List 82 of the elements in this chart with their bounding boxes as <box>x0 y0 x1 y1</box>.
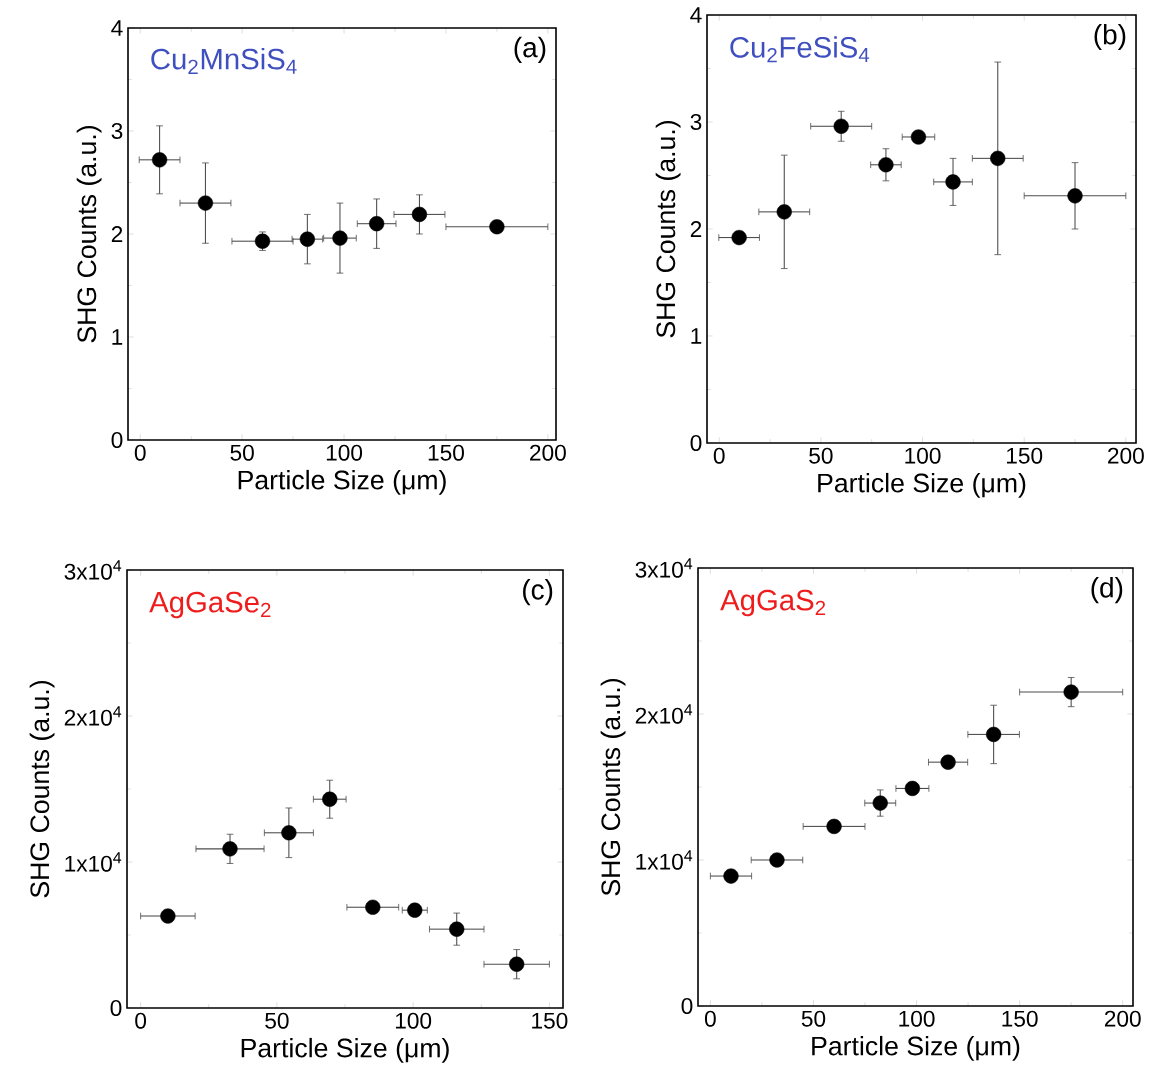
x-tick-label: 50 <box>801 1010 826 1027</box>
annotation: (d) <box>1091 577 1123 604</box>
y-tick-label: 2 <box>690 221 702 237</box>
point <box>940 754 956 770</box>
point <box>365 899 381 915</box>
point <box>509 956 525 972</box>
x-tick-label: 0 <box>713 447 725 464</box>
annotation: Cu$_{2}$FeSiS$_{4}$ <box>730 36 870 63</box>
annotation: (b) <box>1094 23 1126 51</box>
y-tick-label: 1x10$^{4}$ <box>636 850 693 870</box>
point <box>826 818 842 835</box>
annotation: Cu$_{2}$MnSiS$_{4}$ <box>151 47 297 74</box>
point <box>1067 188 1083 204</box>
y-axis-title: SHG Counts (a.u.) <box>76 125 102 343</box>
point <box>151 152 168 168</box>
x-axis-title: Particle Size (μm) <box>238 469 446 495</box>
y-tick-label: 4 <box>111 20 123 36</box>
point <box>281 825 297 841</box>
y-tick-label: 1 <box>112 329 123 345</box>
x-tick-label: 100 <box>395 1012 432 1029</box>
point <box>910 129 927 145</box>
x-tick-label: 100 <box>326 444 363 461</box>
point <box>299 231 315 247</box>
x-tick-label: 50 <box>230 444 254 461</box>
x-tick-label: 150 <box>532 1012 568 1029</box>
x-tick-label: 150 <box>428 444 464 461</box>
x-axis-title: Particle Size (μm) <box>241 1037 449 1063</box>
y-tick-label: 4 <box>690 7 702 23</box>
x-tick-label: 200 <box>530 444 566 461</box>
point <box>990 150 1006 166</box>
x-axis-title: Particle Size (μm) <box>812 1035 1020 1061</box>
x-axis-title: Particle Size (μm) <box>818 472 1026 498</box>
y-tick-label: 3 <box>690 113 702 131</box>
point <box>160 908 176 924</box>
annotation: AgGaS$_{2}$ <box>720 589 826 617</box>
y-axis-title: SHG Counts (a.u.) <box>655 120 681 338</box>
point <box>449 921 465 937</box>
y-tick-label: 1x10$^{4}$ <box>65 852 122 872</box>
point <box>407 902 423 918</box>
point <box>1063 684 1079 700</box>
y-tick-label: 3x10$^{4}$ <box>64 560 122 580</box>
y-tick-label: 2x10$^{4}$ <box>64 706 122 726</box>
point <box>369 216 385 232</box>
point <box>411 206 428 223</box>
y-tick-label: 1 <box>691 328 702 344</box>
x-tick-label: 0 <box>134 444 146 461</box>
point <box>723 868 739 884</box>
point <box>904 780 921 797</box>
y-tick-label: 3x10$^{4}$ <box>635 558 693 578</box>
annotation: AgGaSe$_{2}$ <box>149 591 271 619</box>
y-axis-title: SHG Counts (a.u.) <box>29 681 55 898</box>
point <box>872 795 888 811</box>
y-tick-label: 0 <box>111 431 123 449</box>
point <box>769 852 785 868</box>
point <box>945 174 961 190</box>
annotation: (c) <box>523 579 553 606</box>
point <box>776 204 792 220</box>
x-tick-label: 0 <box>135 1012 147 1029</box>
x-tick-label: 200 <box>1104 1010 1141 1027</box>
x-tick-label: 50 <box>809 447 833 464</box>
point <box>197 195 214 211</box>
y-tick-label: 2x10$^{4}$ <box>635 704 693 724</box>
point <box>489 219 505 235</box>
point <box>731 229 747 246</box>
annotation: (a) <box>514 36 546 63</box>
x-tick-label: 0 <box>704 1010 716 1027</box>
x-tick-label: 150 <box>1002 1010 1038 1027</box>
y-tick-label: 0 <box>681 997 693 1015</box>
y-tick-label: 2 <box>111 226 123 242</box>
point <box>332 230 348 246</box>
point <box>986 726 1002 743</box>
point <box>878 157 894 173</box>
x-tick-label: 50 <box>265 1012 289 1029</box>
point <box>833 118 849 134</box>
y-axis-title: SHG Counts (a.u.) <box>600 679 626 896</box>
x-tick-label: 150 <box>1007 447 1043 464</box>
point <box>222 841 238 857</box>
x-tick-label: 100 <box>905 447 941 464</box>
point <box>322 791 338 807</box>
y-tick-label: 3 <box>111 122 123 140</box>
x-tick-label: 100 <box>899 1010 935 1027</box>
x-tick-label: 200 <box>1108 447 1144 464</box>
